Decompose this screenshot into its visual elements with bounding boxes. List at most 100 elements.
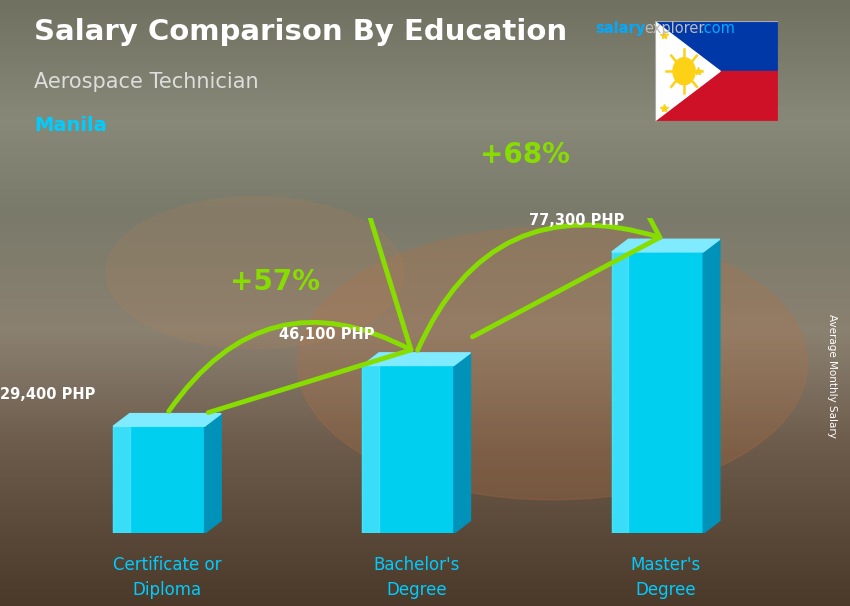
Text: +57%: +57% [230, 268, 320, 296]
Bar [0, 82, 850, 85]
Bar [0, 382, 850, 385]
Bar [0, 415, 850, 418]
Bar [0, 424, 850, 427]
Bar [0, 527, 850, 530]
Bar [0, 97, 850, 100]
Bar [0, 261, 850, 264]
Bar [0, 476, 850, 479]
Bar [0, 194, 850, 197]
Bar [0, 521, 850, 524]
Bar [0, 121, 850, 124]
Ellipse shape [106, 197, 404, 348]
Bar [0, 548, 850, 551]
Bar [0, 300, 850, 303]
Bar [0, 594, 850, 597]
Bar [0, 91, 850, 94]
Bar [0, 345, 850, 348]
Bar [0, 588, 850, 591]
Bar [0, 224, 850, 227]
Bar [0, 124, 850, 127]
Bar [0, 45, 850, 48]
Bar [0, 142, 850, 145]
Bar [0, 442, 850, 445]
Text: 77,300 PHP: 77,300 PHP [529, 213, 624, 228]
Bar [0, 76, 850, 79]
Polygon shape [362, 365, 454, 533]
Bar [0, 55, 850, 58]
Bar [0, 336, 850, 339]
Bar [0, 351, 850, 355]
Bar [0, 106, 850, 109]
Polygon shape [612, 252, 628, 533]
Bar [0, 330, 850, 333]
Polygon shape [205, 414, 221, 533]
Bar [0, 591, 850, 594]
Bar [654, 21, 778, 71]
Bar [0, 109, 850, 112]
Bar [0, 394, 850, 397]
Bar [0, 12, 850, 15]
Bar [0, 342, 850, 345]
Bar [0, 582, 850, 585]
Bar [0, 27, 850, 30]
Bar [0, 88, 850, 91]
Bar [0, 152, 850, 155]
Bar [0, 118, 850, 121]
Bar [0, 436, 850, 439]
Bar [0, 285, 850, 288]
Bar [0, 600, 850, 603]
Bar [0, 188, 850, 191]
Bar [0, 182, 850, 185]
Bar [0, 148, 850, 152]
Polygon shape [612, 239, 720, 252]
Bar [0, 482, 850, 485]
Bar [0, 473, 850, 476]
Bar [0, 358, 850, 361]
Text: 46,100 PHP: 46,100 PHP [280, 327, 375, 342]
Bar [0, 403, 850, 406]
Text: explorer: explorer [644, 21, 705, 36]
Bar [0, 494, 850, 497]
Bar [0, 324, 850, 327]
Bar [0, 497, 850, 500]
Bar [0, 48, 850, 52]
Bar [0, 576, 850, 579]
Bar [0, 58, 850, 61]
Bar [0, 133, 850, 136]
Bar [0, 115, 850, 118]
Bar [0, 409, 850, 412]
Bar [0, 373, 850, 376]
Bar [0, 412, 850, 415]
Bar [0, 251, 850, 255]
Bar [0, 197, 850, 200]
Bar [0, 21, 850, 24]
Bar [0, 391, 850, 394]
Bar [0, 467, 850, 470]
Bar [0, 524, 850, 527]
Bar [0, 203, 850, 206]
Bar [0, 312, 850, 315]
Bar [0, 512, 850, 515]
Bar [0, 364, 850, 367]
Bar [0, 321, 850, 324]
Bar [0, 297, 850, 300]
Bar [0, 73, 850, 76]
Text: Salary Comparison By Education: Salary Comparison By Education [34, 18, 567, 46]
Bar [0, 267, 850, 270]
Bar [0, 388, 850, 391]
Bar [0, 233, 850, 236]
Bar [0, 70, 850, 73]
Bar [0, 327, 850, 330]
Bar [0, 376, 850, 379]
Bar [0, 418, 850, 421]
Bar [0, 112, 850, 115]
Bar [0, 145, 850, 148]
Bar [0, 585, 850, 588]
Bar [0, 551, 850, 554]
Bar [0, 167, 850, 170]
Bar [0, 579, 850, 582]
Bar [0, 448, 850, 451]
Bar [0, 170, 850, 173]
Bar [0, 303, 850, 306]
Bar [0, 236, 850, 239]
